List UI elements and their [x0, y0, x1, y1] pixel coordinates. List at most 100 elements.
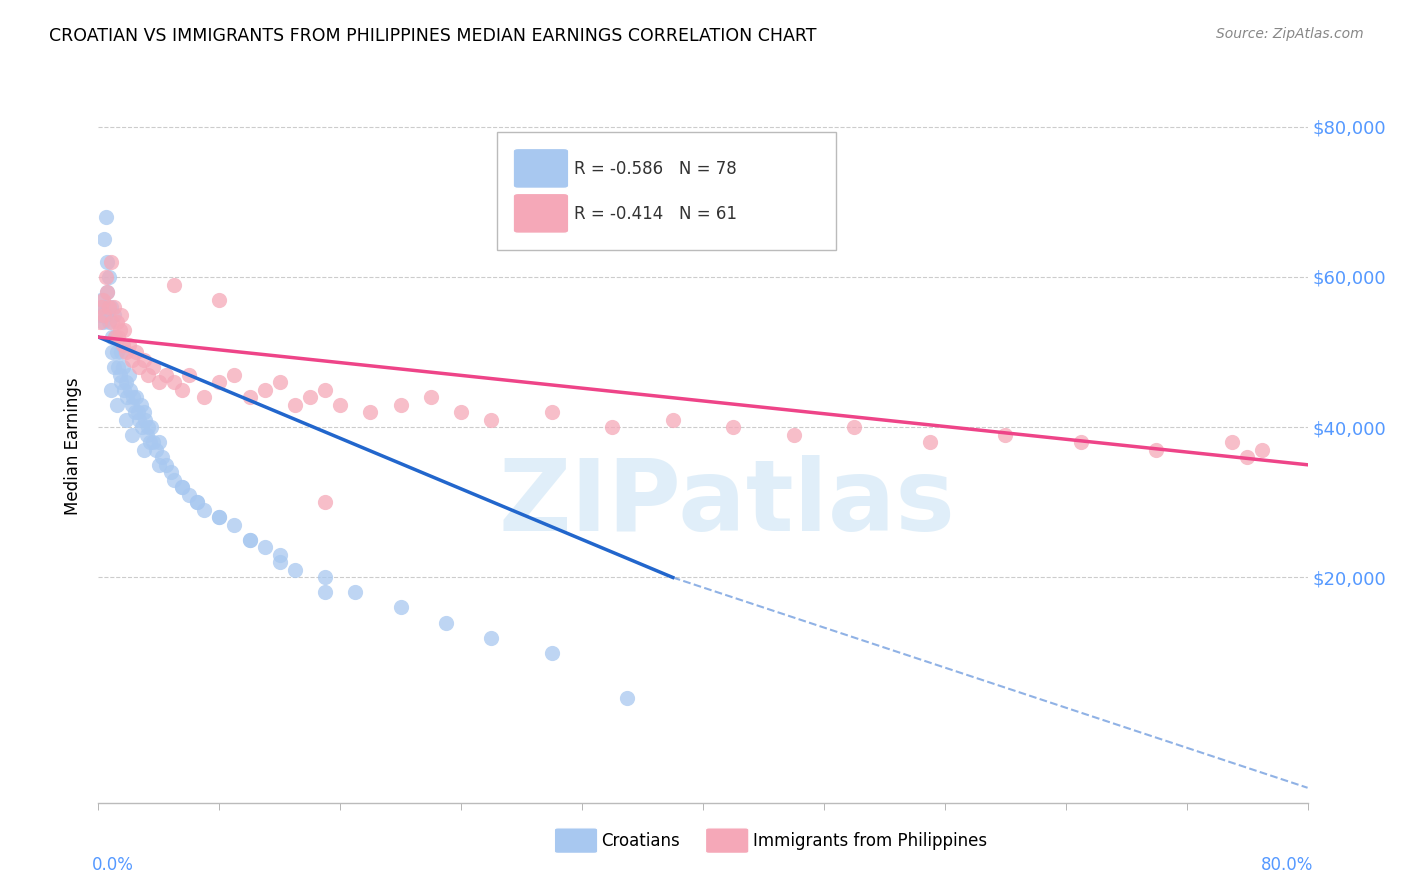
Point [114, 413, 136, 427]
Point [1251, 442, 1274, 457]
Point [128, 413, 150, 427]
Point [193, 390, 215, 404]
Point [142, 435, 165, 450]
Point [108, 322, 131, 336]
Point [314, 495, 336, 509]
Point [104, 330, 127, 344]
Point [110, 375, 132, 389]
Point [239, 390, 262, 404]
Point [96, 285, 118, 299]
Point [129, 398, 152, 412]
Point [111, 360, 134, 375]
Point [602, 420, 624, 434]
Point [160, 465, 183, 479]
Point [128, 360, 150, 375]
Point [94, 308, 117, 322]
Point [224, 368, 246, 382]
Point [314, 383, 336, 397]
Point [124, 405, 146, 419]
Point [208, 510, 231, 524]
Text: R = -0.414   N = 61: R = -0.414 N = 61 [574, 205, 737, 223]
FancyBboxPatch shape [513, 148, 569, 188]
Point [179, 488, 201, 502]
Point [284, 563, 307, 577]
Text: Croatians: Croatians [602, 831, 681, 849]
Point [98, 270, 121, 285]
Text: 0.0%: 0.0% [93, 856, 134, 874]
Point [148, 375, 170, 389]
Point [90, 300, 112, 314]
Point [132, 442, 155, 457]
Point [131, 420, 153, 434]
Point [299, 390, 322, 404]
Point [125, 345, 148, 359]
Point [112, 383, 135, 397]
Point [155, 368, 177, 382]
Text: 80.0%: 80.0% [1261, 856, 1313, 874]
Point [314, 570, 336, 584]
Point [121, 427, 143, 442]
Point [1220, 435, 1243, 450]
Point [170, 480, 193, 494]
Point [94, 270, 117, 285]
Text: Source: ZipAtlas.com: Source: ZipAtlas.com [1216, 27, 1364, 41]
Point [100, 255, 122, 269]
Point [269, 548, 291, 562]
Point [269, 375, 291, 389]
Point [616, 690, 638, 705]
Point [208, 375, 231, 389]
Point [170, 383, 193, 397]
Point [193, 503, 215, 517]
Point [96, 255, 118, 269]
Point [118, 368, 141, 382]
Point [111, 337, 134, 351]
Point [918, 435, 941, 450]
Point [132, 352, 155, 367]
Point [127, 405, 149, 419]
Point [179, 368, 201, 382]
Point [389, 398, 412, 412]
Point [110, 345, 132, 359]
Point [163, 473, 186, 487]
Text: R = -0.586   N = 78: R = -0.586 N = 78 [574, 161, 737, 178]
Point [148, 435, 170, 450]
Point [253, 541, 276, 555]
Point [389, 600, 412, 615]
Point [148, 458, 170, 472]
FancyBboxPatch shape [554, 828, 598, 854]
Point [139, 435, 162, 450]
Point [93, 308, 115, 322]
Point [284, 398, 307, 412]
Point [329, 398, 352, 412]
Point [141, 420, 163, 434]
Point [136, 420, 159, 434]
Point [103, 308, 125, 322]
Point [118, 337, 141, 351]
Point [420, 390, 443, 404]
Point [134, 413, 156, 427]
Point [662, 413, 685, 427]
Point [101, 345, 124, 359]
Point [93, 232, 115, 246]
FancyBboxPatch shape [706, 828, 749, 854]
Point [314, 585, 336, 599]
Point [103, 360, 125, 375]
Point [135, 427, 157, 442]
Point [136, 368, 159, 382]
Point [1236, 450, 1258, 465]
Text: Immigrants from Philippines: Immigrants from Philippines [752, 831, 987, 849]
Point [224, 517, 246, 532]
Point [1144, 442, 1167, 457]
Point [186, 495, 208, 509]
Point [253, 383, 276, 397]
Point [186, 495, 208, 509]
Point [540, 405, 562, 419]
Point [481, 413, 503, 427]
Point [150, 450, 173, 465]
Point [101, 315, 124, 329]
Point [723, 420, 745, 434]
Point [1070, 435, 1092, 450]
Point [98, 300, 121, 314]
Point [108, 368, 131, 382]
Point [107, 360, 129, 375]
